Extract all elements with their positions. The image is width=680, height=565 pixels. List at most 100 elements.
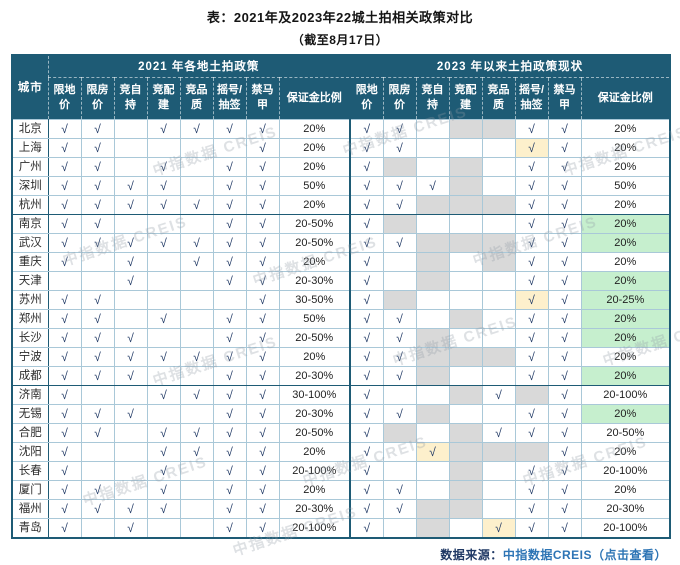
policy-cell <box>382 270 417 291</box>
policy-cell: √ <box>514 251 549 272</box>
policy-cell: √ <box>547 365 582 386</box>
policy-cell: √ <box>212 479 247 500</box>
policy-cell: √ <box>146 175 181 196</box>
deposit-cell: 20% <box>278 118 351 139</box>
policy-cell <box>448 422 483 443</box>
policy-cell <box>146 289 181 310</box>
policy-cell: √ <box>212 175 247 196</box>
policy-cell: √ <box>245 517 280 538</box>
policy-cell: √ <box>212 194 247 215</box>
policy-cell: √ <box>80 118 115 139</box>
policy-cell <box>179 213 214 234</box>
policy-cell <box>514 384 549 405</box>
policy-cell: √ <box>245 422 280 443</box>
deposit-cell: 20% <box>580 213 671 234</box>
policy-cell: √ <box>80 232 115 253</box>
policy-cell <box>481 175 516 196</box>
page-title: 表：2021年及2023年22城土拍相关政策对比 <box>206 10 474 25</box>
policy-cell: √ <box>245 460 280 481</box>
city-cell: 济南 <box>12 384 49 405</box>
policy-cell: √ <box>245 403 280 424</box>
policy-cell <box>113 384 148 405</box>
policy-cell <box>415 365 450 386</box>
policy-cell: √ <box>212 403 247 424</box>
policy-cell: √ <box>146 479 181 500</box>
policy-cell: √ <box>80 156 115 177</box>
table-row-无锡: 无锡 √ √ √ √ √ 20-30% √ √ √ √ 20% <box>12 403 671 424</box>
policy-cell: √ <box>514 232 549 253</box>
policy-cell <box>382 441 417 462</box>
policy-cell <box>481 213 516 234</box>
city-cell: 苏州 <box>12 289 49 310</box>
data-source-link[interactable]: 中指数据CREIS（点击查看） <box>502 548 667 562</box>
policy-cell <box>382 213 417 234</box>
deposit-cell: 20-100% <box>278 517 351 538</box>
table-row-福州: 福州 √ √ √ √ √ √ 20-30% √ √ √ √ 20-30% <box>12 498 671 519</box>
policy-cell: √ <box>80 479 115 500</box>
policy-cell: √ <box>514 194 549 215</box>
col-header-2023-policy-2: 竞自持 <box>415 77 450 120</box>
policy-cell: √ <box>514 213 549 234</box>
policy-cell: √ <box>547 460 582 481</box>
deposit-cell: 20-30% <box>278 498 351 519</box>
deposit-cell: 50% <box>278 175 351 196</box>
table-row-南京: 南京 √ √ √ √ 20-50% √ √ √ 20% <box>12 213 671 234</box>
policy-cell: √ <box>146 118 181 139</box>
policy-cell <box>146 137 181 158</box>
deposit-cell: 20% <box>278 194 351 215</box>
policy-cell: √ <box>47 479 82 500</box>
policy-cell: √ <box>146 194 181 215</box>
group-header-2023: 2023 年以来土拍政策现状 <box>349 55 671 78</box>
policy-cell: √ <box>349 270 384 291</box>
deposit-cell: 20% <box>580 232 671 253</box>
policy-cell: √ <box>47 517 82 538</box>
policy-cell: √ <box>212 327 247 348</box>
policy-cell: √ <box>547 422 582 443</box>
deposit-cell: 20-100% <box>580 460 671 481</box>
policy-cell: √ <box>47 137 82 158</box>
col-header-2023-policy-0: 限地价 <box>349 77 384 120</box>
deposit-cell: 20-30% <box>580 498 671 519</box>
policy-cell: √ <box>481 384 516 405</box>
deposit-cell: 20% <box>580 479 671 500</box>
policy-cell: √ <box>382 118 417 139</box>
table-row-厦门: 厦门 √ √ √ √ √ 20% √ √ √ √ 20% <box>12 479 671 500</box>
policy-cell: √ <box>146 384 181 405</box>
policy-cell <box>415 156 450 177</box>
col-header-2023-policy-1: 限房价 <box>382 77 417 120</box>
policy-cell <box>481 498 516 519</box>
policy-cell: √ <box>245 289 280 310</box>
policy-cell: √ <box>80 137 115 158</box>
table-row-济南: 济南 √ √ √ √ √ 30-100% √ √ √ 20-100% <box>12 384 671 405</box>
policy-cell: √ <box>382 346 417 367</box>
policy-cell <box>146 251 181 272</box>
table-row-苏州: 苏州 √ √ √ 30-50% √ √ √ 20-25% <box>12 289 671 310</box>
policy-cell <box>146 270 181 291</box>
policy-cell <box>179 460 214 481</box>
policy-cell <box>481 365 516 386</box>
policy-cell <box>113 441 148 462</box>
policy-cell <box>146 403 181 424</box>
policy-cell: √ <box>47 308 82 329</box>
policy-cell <box>415 327 450 348</box>
policy-cell <box>481 403 516 424</box>
policy-cell: √ <box>547 289 582 310</box>
policy-cell: √ <box>212 232 247 253</box>
policy-cell <box>481 441 516 462</box>
city-cell: 青岛 <box>12 517 49 538</box>
table-row-上海: 上海 √ √ √ 20% √ √ √ √ 20% <box>12 137 671 158</box>
policy-cell <box>481 118 516 139</box>
policy-cell: √ <box>179 422 214 443</box>
table-row-合肥: 合肥 √ √ √ √ √ √ 20-50% √ √ √ √ 20-50% <box>12 422 671 443</box>
policy-cell <box>80 384 115 405</box>
policy-cell <box>481 479 516 500</box>
policy-cell <box>481 270 516 291</box>
policy-cell <box>179 175 214 196</box>
policy-cell <box>113 422 148 443</box>
policy-cell: √ <box>382 308 417 329</box>
policy-cell: √ <box>212 213 247 234</box>
policy-cell <box>481 251 516 272</box>
policy-cell: √ <box>179 346 214 367</box>
policy-cell: √ <box>349 232 384 253</box>
policy-cell: √ <box>547 327 582 348</box>
